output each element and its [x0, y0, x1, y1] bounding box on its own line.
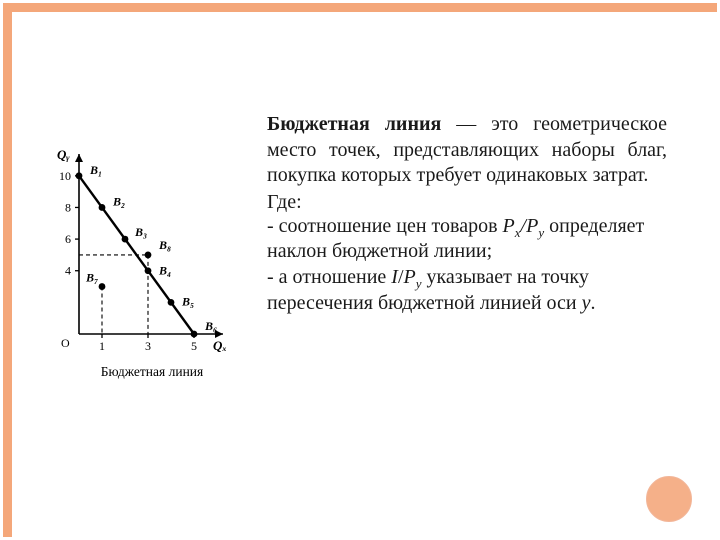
svg-text:5: 5	[191, 339, 197, 353]
pager-circle[interactable]	[646, 476, 692, 522]
slide-content: Qᵧ Qₓ O 4 6 8 10 1 3 5 B₁ B₂ B₃ B₄ B₅ B₆ B₇ B₈ Бюджетная …	[12, 12, 720, 540]
svg-text:Qₓ: Qₓ	[213, 338, 227, 353]
svg-text:B₄: B₄	[158, 264, 171, 278]
svg-text:3: 3	[145, 339, 151, 353]
bullet1-lead: - соотношение цен товаров	[267, 215, 503, 237]
svg-text:B₅: B₅	[181, 294, 194, 308]
svg-text:4: 4	[65, 264, 71, 278]
svg-text:B₈: B₈	[158, 238, 171, 252]
bullet1-Py: P	[526, 215, 538, 237]
budget-line-chart: Qᵧ Qₓ O 4 6 8 10 1 3 5 B₁ B₂ B₃ B₄ B₅ B₆ B₇ B₈	[37, 142, 237, 362]
text-block: Бюджетная линия — это геометрическое мес…	[267, 12, 707, 316]
svg-text:B₆: B₆	[204, 319, 217, 333]
bullet-1: - соотношение цен товаров Px/Py определя…	[267, 214, 667, 265]
svg-text:B₇: B₇	[85, 271, 98, 285]
accent-border-left	[3, 3, 12, 537]
accent-border-top	[3, 3, 717, 12]
svg-text:Qᵧ: Qᵧ	[57, 147, 70, 162]
svg-text:O: O	[61, 336, 70, 350]
bullet2-I: I	[391, 266, 398, 288]
svg-text:B₃: B₃	[134, 225, 147, 239]
svg-text:6: 6	[65, 232, 71, 246]
where-label: Где:	[267, 191, 667, 214]
definition-paragraph: Бюджетная линия — это геометрическое мес…	[267, 112, 667, 189]
svg-text:1: 1	[99, 339, 105, 353]
chart-caption: Бюджетная линия	[37, 364, 267, 380]
bullet2-P: P	[404, 266, 416, 288]
chart-container: Qᵧ Qₓ O 4 6 8 10 1 3 5 B₁ B₂ B₃ B₄ B₅ B₆ B₇ B₈ Бюджетная …	[12, 12, 267, 380]
bullet2-period: .	[591, 292, 596, 314]
svg-text:8: 8	[65, 200, 71, 214]
bullet1-Px: P	[503, 215, 515, 237]
svg-text:10: 10	[59, 169, 71, 183]
slide-frame: Qᵧ Qₓ O 4 6 8 10 1 3 5 B₁ B₂ B₃ B₄ B₅ B₆ B₇ B₈ Бюджетная …	[0, 0, 720, 540]
svg-text:B₂: B₂	[112, 194, 125, 208]
definition-term: Бюджетная линия	[267, 113, 441, 135]
bullet-2: - а отношение I/Py указывает на точку пе…	[267, 265, 667, 316]
bullet2-lead: - а отношение	[267, 266, 391, 288]
em-dash: —	[441, 113, 491, 135]
svg-text:B₁: B₁	[89, 163, 102, 177]
bullet2-axis: y	[582, 292, 591, 314]
